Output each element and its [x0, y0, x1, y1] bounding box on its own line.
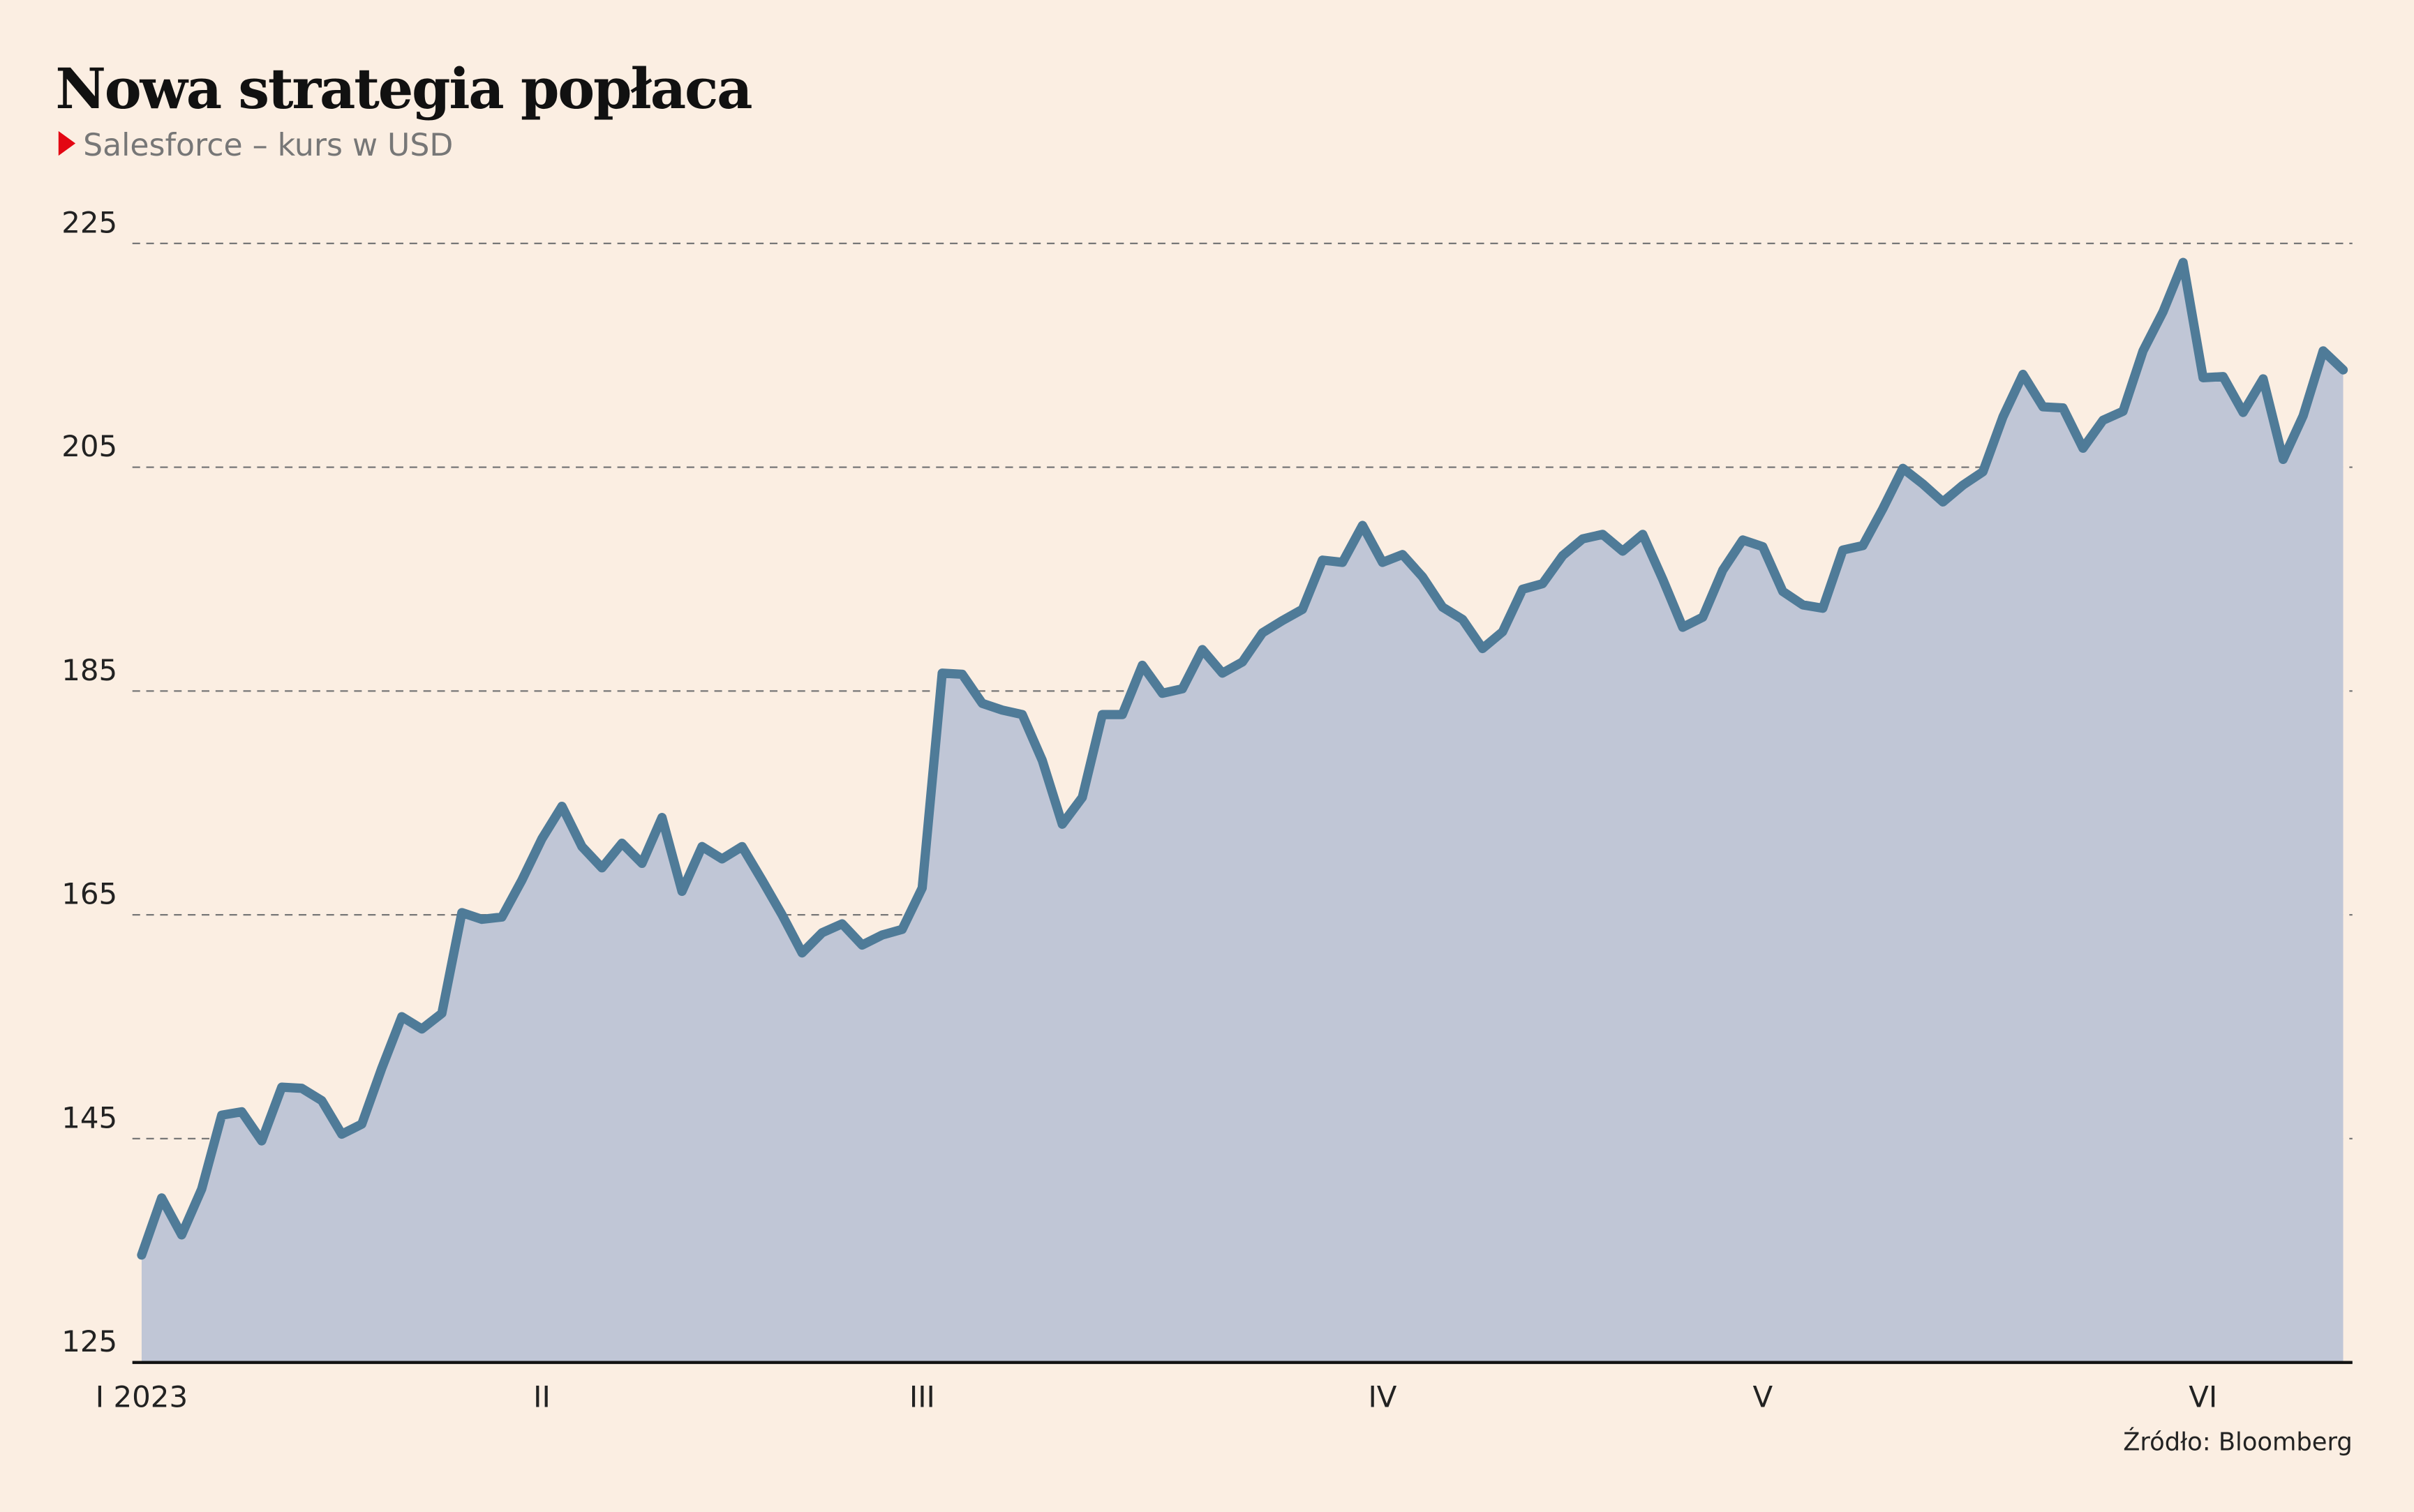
x-tick-label: II	[533, 1380, 551, 1414]
x-tick-label: III	[909, 1380, 935, 1414]
x-tick-label: V	[1753, 1380, 1773, 1414]
area	[141, 262, 2344, 1363]
y-tick-label: 205	[61, 429, 117, 463]
y-tick-label: 125	[61, 1324, 117, 1358]
x-tick-label: IV	[1368, 1380, 1396, 1414]
subtitle-marker	[58, 130, 76, 156]
y-tick-label: 145	[61, 1100, 117, 1135]
source-note: Źródło: Bloomberg	[2123, 1427, 2353, 1456]
x-tick-label: VI	[2189, 1380, 2217, 1414]
x-tick-label: I 2023	[96, 1380, 188, 1414]
y-tick-label: 225	[61, 205, 117, 239]
chart-subtitle: Salesforce – kurs w USD	[83, 128, 453, 163]
y-tick-label: 165	[61, 877, 117, 911]
line	[137, 257, 2348, 1260]
chart-title: Nowa strategia popłaca	[55, 56, 752, 121]
y-tick-label: 185	[61, 653, 117, 687]
